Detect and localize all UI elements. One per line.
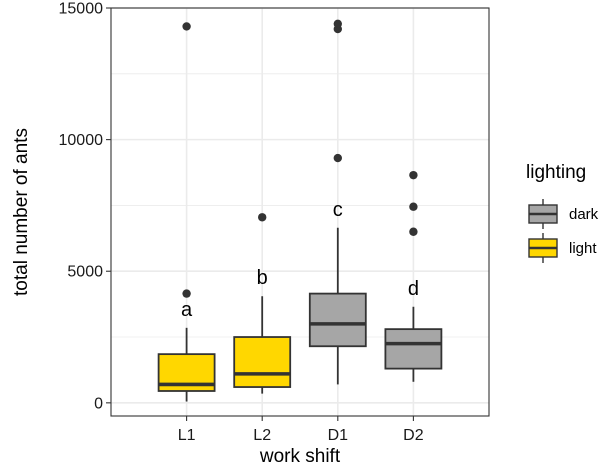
plot-border — [110, 7, 490, 417]
y-tick-label: 5000 — [67, 264, 103, 281]
box-series — [157, 19, 443, 402]
outlier-point — [333, 153, 342, 163]
x-tick-label: L2 — [253, 427, 271, 444]
y-axis-title: total number of ants — [11, 128, 32, 296]
legend-title: lighting — [526, 162, 586, 183]
box-L2 — [233, 213, 292, 394]
group-letter-D1: c — [333, 199, 343, 221]
x-tick-label: D1 — [328, 427, 349, 444]
x-axis: L1 L2 D1 D2 — [178, 416, 424, 444]
group-letters: a b c d — [181, 199, 419, 321]
x-axis-title: work shift — [259, 446, 341, 467]
outlier-point — [258, 213, 267, 222]
legend-item-dark: dark — [528, 199, 599, 229]
box-body — [384, 328, 443, 370]
outlier-point — [182, 289, 191, 298]
y-tick-label: 0 — [94, 395, 103, 412]
outlier-point — [409, 202, 418, 211]
group-letter-L2: b — [257, 267, 268, 289]
x-tick-label: L1 — [178, 427, 196, 444]
box-D1 — [308, 19, 367, 385]
outlier-point — [182, 22, 191, 31]
legend: lighting dark light — [526, 162, 599, 263]
legend-label: dark — [569, 206, 599, 223]
group-letter-D2: d — [408, 278, 419, 300]
box-D2 — [384, 170, 443, 382]
legend-label: light — [569, 240, 597, 257]
box-L1 — [157, 22, 216, 402]
group-letter-L1: a — [181, 299, 193, 321]
outlier-point — [409, 170, 418, 180]
y-axis: 0 5000 10000 15000 — [59, 1, 111, 412]
x-tick-label: D2 — [403, 427, 424, 444]
box-body — [233, 336, 292, 388]
legend-item-light: light — [528, 233, 597, 263]
outlier-point — [333, 19, 342, 28]
box-body — [308, 292, 367, 348]
y-tick-label: 10000 — [59, 132, 104, 149]
y-tick-label: 15000 — [59, 1, 104, 18]
outlier-point — [409, 227, 418, 236]
